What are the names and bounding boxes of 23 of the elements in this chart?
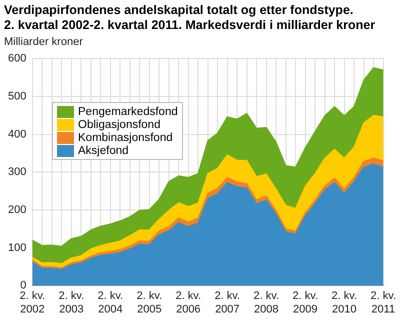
x-tick-label: 2. kv. 2005 (136, 290, 162, 316)
x-tick-label: 2. kv. 2006 (176, 290, 202, 316)
legend-label: Pengemarkedsfond (78, 106, 178, 118)
x-tick-label: 2. kv. 2004 (98, 290, 124, 316)
x-tick-label: 2. kv. 2010 (332, 290, 358, 316)
chart-title: Verdipapirfondenes andelskapital totalt og etter fondstype. 2. kvartal 2002-2. kvartal 2011. Markedsverdi i milliarder kroner (4, 3, 376, 33)
x-tick-label: 2. kv. 2009 (292, 290, 318, 316)
y-tick-label: 500 (8, 90, 26, 102)
y-tick-label: 100 (8, 242, 26, 254)
x-tick-label: 2. kv. 2002 (20, 290, 46, 316)
y-tick-label: 300 (8, 166, 26, 178)
legend-label: Kombinasjonsfond (78, 132, 173, 144)
y-tick-label: 0 (20, 280, 26, 292)
legend-label: Aksjefond (78, 144, 129, 156)
y-axis-title: Milliarder kroner (4, 36, 83, 48)
x-tick-label: 2. kv. 2007 (214, 290, 240, 316)
y-tick-label: 600 (8, 52, 26, 65)
y-tick-label: 200 (8, 204, 26, 216)
legend-label: Obligasjonsfond (78, 118, 160, 130)
x-tick-label: 2. kv. 2011 (370, 290, 396, 316)
x-tick-label: 2. kv. 2008 (254, 290, 280, 316)
x-tick-label: 2. kv. 2003 (58, 290, 84, 316)
y-tick-label: 400 (8, 128, 26, 140)
